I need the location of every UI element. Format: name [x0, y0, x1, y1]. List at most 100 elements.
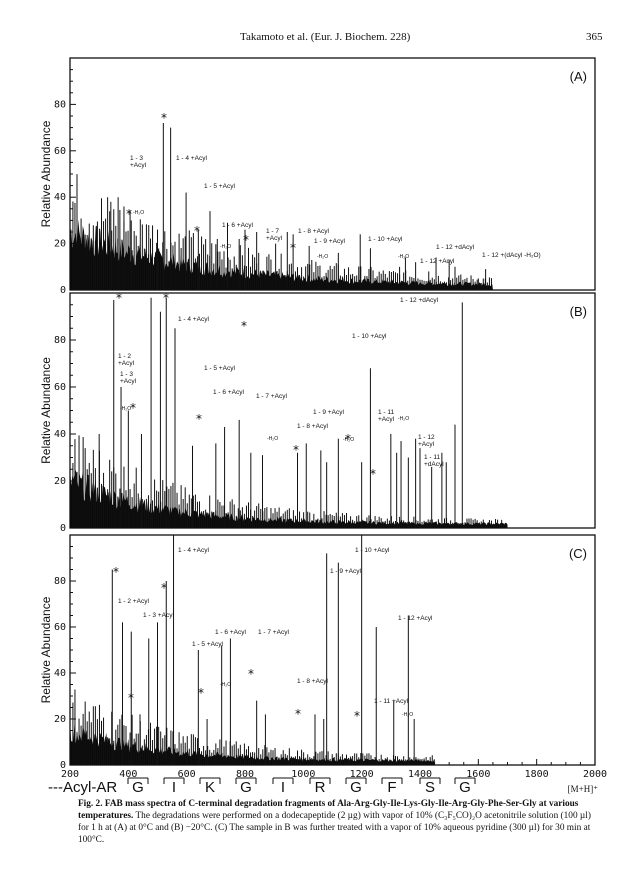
fragment-annotation: 1 - 2 +Acyl — [118, 598, 149, 605]
panel-label: (C) — [569, 546, 587, 561]
y-axis-label: Relative Abundance — [39, 357, 53, 464]
panel-label: (B) — [570, 304, 587, 319]
impurity-star-marker: * — [198, 686, 204, 700]
fragment-annotation: 1 - 3 — [130, 155, 143, 162]
fragment-annotation: -H₂O — [133, 210, 144, 216]
fragment-annotation: 1 - 4 +Acyl — [176, 155, 207, 162]
fragment-annotation: 1 - 7 +Acyl — [256, 393, 287, 400]
caption-body: The degradations were performed on a dod… — [78, 811, 591, 845]
impurity-star-marker: * — [161, 581, 167, 595]
page-number: 365 — [586, 31, 603, 43]
sequence-residue: ---Acyl-AR — [48, 779, 117, 796]
x-tick-label: 1000 — [291, 769, 315, 780]
impurity-star-marker: * — [293, 443, 299, 457]
fragment-annotation: -H₂O — [398, 254, 409, 260]
sequence-residue: G — [240, 779, 252, 796]
fragment-annotation: 1 - 5 +Acyl — [192, 641, 223, 648]
fragment-annotation: 1 - 9 +Acyl — [314, 238, 345, 245]
x-tick-label: 600 — [178, 769, 196, 780]
fragment-annotation: 1 - 12 +(dAcyl -H₂O) — [482, 252, 541, 259]
panel-label: (A) — [570, 69, 587, 84]
fragment-annotation: -H₂O — [220, 244, 231, 250]
fragment-annotation: 1 - 10 +Acyl — [352, 333, 387, 340]
fragment-annotation: +Acyl — [418, 441, 435, 448]
impurity-star-marker: * — [126, 207, 132, 221]
fragment-annotation: 1 - 6 +Acyl — [213, 389, 244, 396]
fragment-annotation: 1 - 12 +Acyl — [398, 615, 433, 622]
x-tick-label: 1600 — [466, 769, 490, 780]
x-tick-label: 1400 — [408, 769, 432, 780]
fragment-annotation: 1 - 12 +dAcyl — [400, 297, 439, 304]
impurity-star-marker: * — [196, 412, 202, 426]
y-tick-label: 60 — [54, 622, 66, 633]
caption-lead: Fig. 2. FAB mass spectra of C-terminal d… — [78, 799, 579, 821]
fragment-annotation: -H₂O — [267, 436, 278, 442]
impurity-star-marker: * — [290, 241, 296, 255]
y-tick-label: 80 — [54, 576, 66, 587]
x-tick-label: 2000 — [583, 769, 607, 780]
impurity-star-marker: * — [354, 709, 360, 723]
y-tick-label: 60 — [54, 146, 66, 157]
impurity-star-marker: * — [116, 291, 122, 305]
fragment-annotation: +Acyl — [118, 360, 135, 367]
fragment-annotation: 1 - 4 +Acyl — [178, 547, 209, 554]
impurity-star-marker: * — [161, 111, 167, 125]
mh-label: [M+H]⁺ — [568, 784, 599, 794]
fragment-annotation: 1 - 11 — [424, 454, 441, 461]
fragment-annotation: 1 - 9 +Acyl — [313, 409, 344, 416]
fragment-annotation: -H₂O — [402, 712, 413, 718]
y-tick-label: 80 — [54, 335, 66, 346]
fragment-annotation: 1 - 10 +Acyl — [368, 236, 403, 243]
fragment-annotation: 1 - 3 +Acyl — [143, 612, 174, 619]
y-tick-label: 40 — [54, 192, 66, 203]
sequence-residue: I — [172, 779, 176, 796]
y-tick-label: 0 — [60, 760, 66, 771]
impurity-star-marker: * — [243, 233, 249, 247]
sequence-residue: S — [425, 779, 435, 796]
y-tick-label: 60 — [54, 382, 66, 393]
fragment-annotation: 1 - 12 — [418, 434, 435, 441]
fragment-annotation: 1 - 11 — [378, 409, 395, 416]
fragment-annotation: -H₂O — [398, 416, 409, 422]
fragment-annotation: 1 - 7 +Acyl — [258, 629, 289, 636]
sequence-residue: F — [387, 779, 396, 796]
fragment-annotation: 1 - 12 +Acyl — [420, 258, 455, 265]
fragment-annotation: 1 - 5 +Acyl — [204, 365, 235, 372]
fragment-annotation: 1 - 7 — [266, 228, 279, 235]
fragment-annotation: +Acyl — [130, 162, 147, 169]
x-tick-label: 1800 — [525, 769, 549, 780]
fragment-annotation: -H₂O — [343, 437, 354, 443]
impurity-star-marker: * — [248, 667, 254, 681]
impurity-star-marker: * — [113, 565, 119, 579]
impurity-star-marker: * — [295, 707, 301, 721]
y-axis-label: Relative Abundance — [39, 596, 53, 703]
fragment-annotation: 1 - 2 — [118, 353, 131, 360]
fragment-annotation: +Acyl — [120, 378, 137, 385]
sequence-residue: R — [315, 779, 326, 796]
fragment-annotation: -H₂O — [220, 682, 231, 688]
figure-caption: Fig. 2. FAB mass spectra of C-terminal d… — [78, 798, 598, 846]
impurity-star-marker: * — [345, 432, 351, 446]
y-tick-label: 40 — [54, 668, 66, 679]
impurity-star-marker: * — [194, 224, 200, 238]
sequence-residue: G — [350, 779, 362, 796]
y-tick-label: 0 — [60, 285, 66, 296]
y-tick-label: 20 — [54, 476, 66, 487]
fragment-annotation: -H₂O — [120, 406, 131, 412]
x-tick-label: 1200 — [350, 769, 374, 780]
impurity-star-marker: * — [163, 291, 169, 305]
y-axis-label: Relative Abundance — [39, 120, 53, 227]
fragment-annotation: 1 - 3 — [120, 371, 133, 378]
x-tick-label: 200 — [61, 769, 79, 780]
y-tick-label: 20 — [54, 239, 66, 250]
running-title: Takamoto et al. (Eur. J. Biochem. 228) — [240, 31, 411, 43]
fragment-annotation: 1 - 8 +Acyl — [298, 228, 329, 235]
y-tick-label: 80 — [54, 99, 66, 110]
y-tick-label: 40 — [54, 429, 66, 440]
sequence-residue: G — [132, 779, 144, 796]
fragment-annotation: -H₂O — [317, 254, 328, 260]
y-tick-label: 20 — [54, 714, 66, 725]
fragment-annotation: 1 - 10 +Acyl — [355, 547, 390, 554]
fragment-annotation: 1 - 8 +Acyl — [297, 678, 328, 685]
sequence-residue: K — [205, 779, 215, 796]
